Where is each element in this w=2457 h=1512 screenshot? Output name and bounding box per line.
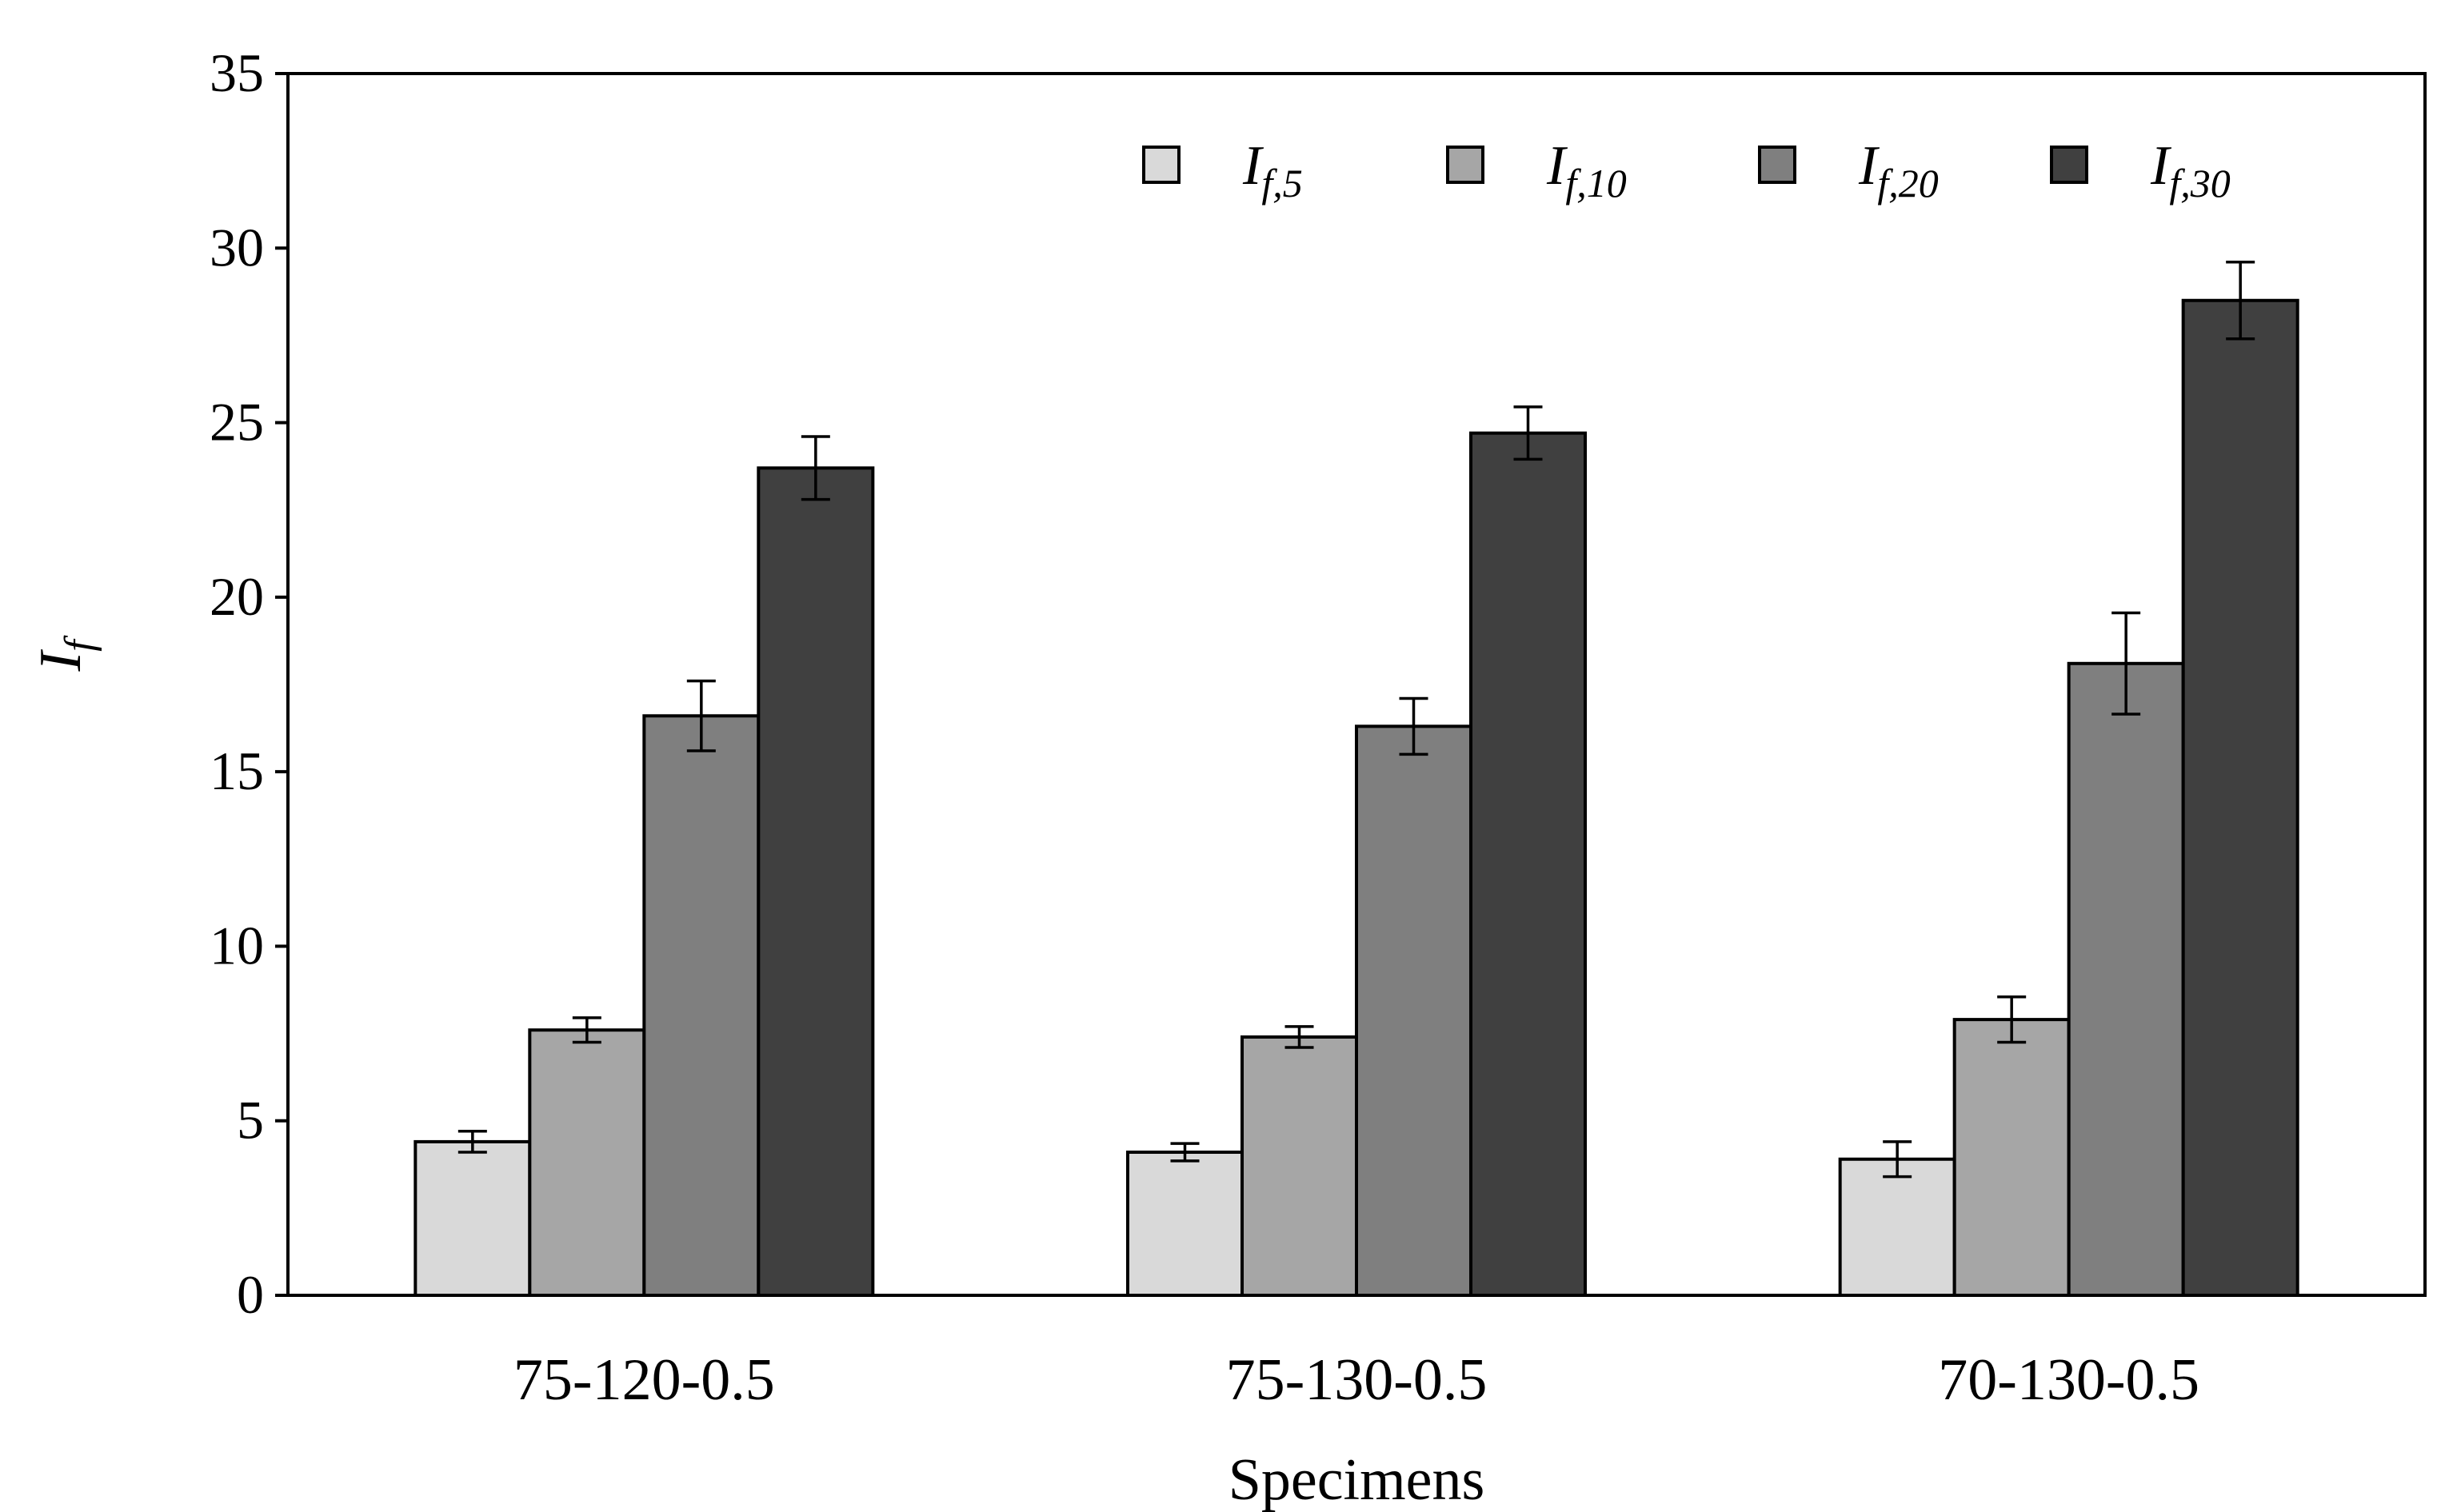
- legend-label-subscript: f,20: [1877, 161, 1938, 205]
- legend: If,5 If,10 If,20 If,30: [1142, 135, 2231, 205]
- plot-frame: [286, 72, 2427, 1297]
- legend-label: If,20: [1858, 135, 1939, 205]
- y-tick-label: 20: [210, 566, 264, 627]
- legend-label-main: I: [2150, 135, 2172, 197]
- y-tick-label: 0: [237, 1264, 264, 1325]
- legend-label-subscript: f,5: [1261, 161, 1302, 205]
- x-tick-label: 70-130-0.5: [1938, 1347, 2199, 1413]
- legend-label-subscript: f,30: [2169, 161, 2230, 205]
- x-axis: 75-120-0.5 75-130-0.5 70-130-0.5: [513, 1347, 2199, 1413]
- legend-label: If,10: [1546, 135, 1627, 205]
- x-tick-label: 75-130-0.5: [1226, 1347, 1488, 1413]
- y-tick-label: 35: [210, 42, 264, 103]
- bar-f-30-0: [757, 466, 875, 1298]
- bar-f-10-1: [1240, 1035, 1358, 1297]
- x-tick-label: 75-120-0.5: [513, 1347, 775, 1413]
- bar-f-30-1: [1469, 431, 1587, 1297]
- legend-swatch: [2050, 146, 2088, 184]
- y-tick-label: 15: [210, 740, 264, 801]
- bar-f-5-0: [413, 1139, 532, 1297]
- legend-label-main: I: [1546, 135, 1568, 197]
- legend-label: If,30: [2150, 135, 2231, 205]
- y-tick-label: 30: [210, 217, 264, 277]
- bar-f-10-2: [1952, 1018, 2071, 1297]
- y-axis-label-main: I: [28, 649, 94, 672]
- bar-f-30-2: [2181, 298, 2299, 1297]
- error-bars-layer: [457, 260, 2255, 1179]
- x-axis-label: Specimens: [1228, 1447, 1485, 1512]
- bar-f-5-2: [1838, 1157, 1956, 1298]
- bar-f-5-1: [1126, 1151, 1244, 1298]
- y-tick-label: 5: [237, 1090, 264, 1151]
- bar-f-20-2: [2067, 661, 2185, 1297]
- legend-swatch: [1446, 146, 1484, 184]
- legend-label-main: I: [1242, 135, 1264, 197]
- bar-f-20-0: [642, 714, 761, 1297]
- y-axis: 0 5 10 15 20 25 30 35: [210, 42, 288, 1325]
- legend-swatch: [1758, 146, 1796, 184]
- bar-f-10-0: [528, 1028, 646, 1297]
- legend-label-main: I: [1858, 135, 1880, 197]
- legend-label-subscript: f,10: [1565, 161, 1626, 205]
- bar-f-20-1: [1355, 724, 1472, 1297]
- bars-layer: [413, 298, 2299, 1298]
- legend-label: If,5: [1242, 135, 1303, 205]
- y-tick-label: 25: [210, 392, 264, 453]
- y-tick-label: 10: [210, 915, 264, 975]
- legend-swatch: [1142, 146, 1181, 184]
